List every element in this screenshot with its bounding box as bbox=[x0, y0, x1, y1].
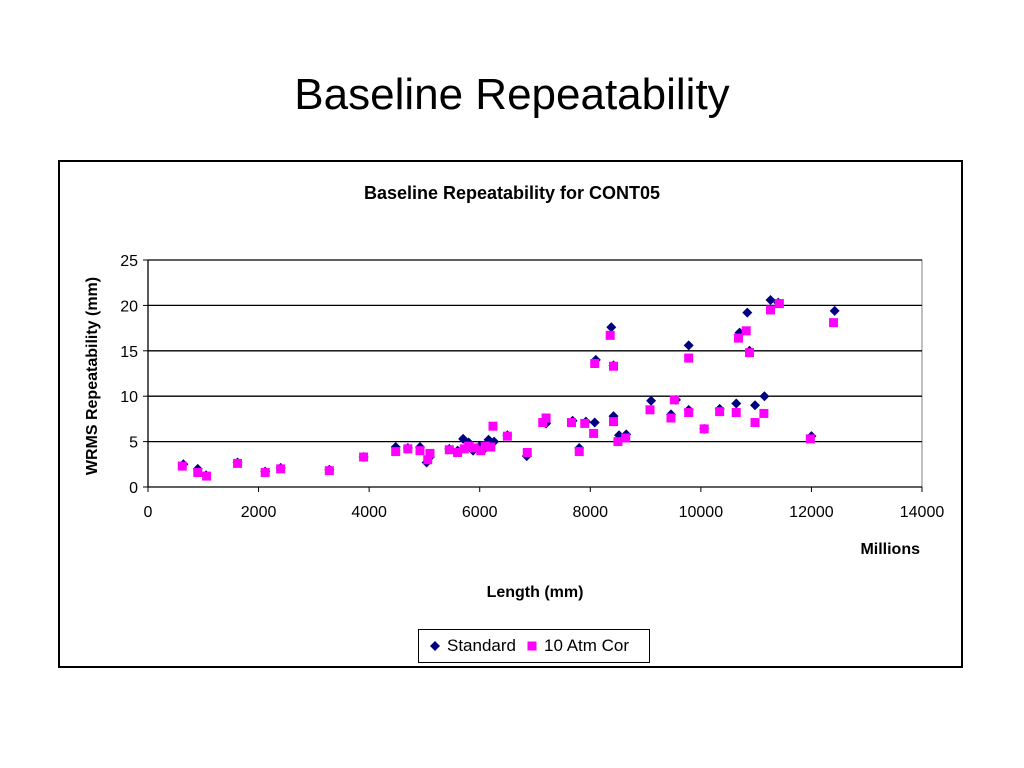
data-point-atm-cor bbox=[609, 361, 619, 371]
data-point-atm-cor bbox=[403, 444, 413, 454]
chart-legend: Standard 10 Atm Cor bbox=[418, 629, 650, 663]
y-tick-label: 25 bbox=[120, 253, 138, 270]
data-point-atm-cor bbox=[391, 447, 401, 457]
data-point-atm-cor bbox=[486, 442, 496, 452]
data-point-atm-cor bbox=[324, 466, 334, 476]
x-tick-label: 12000 bbox=[789, 504, 834, 521]
data-point-standard bbox=[750, 400, 761, 411]
data-point-atm-cor bbox=[609, 417, 619, 427]
x-tick-label: 4000 bbox=[351, 504, 387, 521]
data-point-standard bbox=[765, 294, 776, 305]
data-point-atm-cor bbox=[645, 405, 655, 415]
data-point-atm-cor bbox=[541, 413, 551, 423]
x-axis-label: Length (mm) bbox=[487, 584, 584, 601]
data-point-atm-cor bbox=[741, 326, 751, 336]
data-point-standard bbox=[606, 322, 617, 333]
data-point-atm-cor bbox=[829, 318, 839, 328]
y-tick-label: 0 bbox=[129, 480, 138, 497]
data-point-atm-cor bbox=[522, 447, 532, 457]
data-point-standard bbox=[759, 391, 770, 402]
diamond-marker-icon bbox=[430, 641, 440, 651]
data-point-atm-cor bbox=[731, 408, 741, 418]
data-point-atm-cor bbox=[415, 446, 425, 456]
legend-label-atm-cor: 10 Atm Cor bbox=[544, 636, 630, 655]
data-point-atm-cor bbox=[538, 418, 548, 428]
gridlines bbox=[147, 259, 923, 488]
data-point-atm-cor bbox=[276, 464, 286, 474]
data-points bbox=[177, 294, 840, 481]
data-point-atm-cor bbox=[444, 445, 454, 455]
data-point-atm-cor bbox=[590, 359, 600, 369]
legend-label-standard: Standard bbox=[447, 636, 516, 655]
data-point-atm-cor bbox=[464, 441, 474, 451]
data-point-atm-cor bbox=[233, 458, 243, 468]
data-point-atm-cor bbox=[425, 448, 435, 458]
data-point-standard bbox=[589, 417, 600, 428]
data-point-atm-cor bbox=[193, 467, 203, 477]
data-point-atm-cor bbox=[766, 305, 776, 315]
data-point-atm-cor bbox=[574, 447, 584, 457]
chart-frame bbox=[58, 160, 963, 668]
data-point-atm-cor bbox=[759, 408, 769, 418]
data-point-atm-cor bbox=[476, 446, 486, 456]
chart-title: Baseline Repeatability for CONT05 bbox=[363, 183, 661, 203]
x-tick-label: 10000 bbox=[679, 504, 724, 521]
y-tick-label: 10 bbox=[120, 389, 138, 406]
data-point-atm-cor bbox=[666, 413, 676, 423]
data-point-standard bbox=[829, 305, 840, 316]
data-point-atm-cor bbox=[733, 333, 743, 343]
y-tick-label: 20 bbox=[120, 298, 138, 315]
data-point-atm-cor bbox=[202, 471, 212, 481]
data-point-standard bbox=[742, 307, 753, 318]
data-point-standard bbox=[683, 340, 694, 351]
axes bbox=[143, 259, 923, 492]
data-point-standard bbox=[646, 395, 657, 406]
data-point-atm-cor bbox=[480, 441, 490, 451]
legend-entry-atm-cor: 10 Atm Cor bbox=[526, 636, 629, 656]
data-point-atm-cor bbox=[745, 348, 755, 358]
data-point-atm-cor bbox=[260, 467, 270, 477]
data-point-atm-cor bbox=[580, 418, 590, 428]
data-point-atm-cor bbox=[613, 437, 623, 447]
y-axis-label: WRMS Repeatability (mm) bbox=[84, 277, 101, 475]
data-point-atm-cor bbox=[621, 433, 631, 443]
data-point-atm-cor bbox=[684, 408, 694, 418]
x-tick-label: 6000 bbox=[462, 504, 498, 521]
data-point-atm-cor bbox=[502, 431, 512, 441]
y-tick-label: 5 bbox=[129, 435, 138, 452]
x-tick-label: 0 bbox=[144, 504, 153, 521]
data-point-standard bbox=[731, 398, 742, 409]
legend-entry-standard: Standard bbox=[429, 636, 516, 656]
y-tick-label: 15 bbox=[120, 344, 138, 361]
tick-labels: 0 5 10 15 20 25 0 2000 4000 6000 8000 10000 12000 140… bbox=[120, 253, 944, 521]
data-point-atm-cor bbox=[469, 443, 479, 453]
x-tick-label: 8000 bbox=[572, 504, 608, 521]
x-tick-label: 14000 bbox=[900, 504, 945, 521]
data-point-atm-cor bbox=[805, 434, 815, 444]
plot-area bbox=[147, 259, 923, 488]
data-point-atm-cor bbox=[359, 452, 369, 462]
data-point-atm-cor bbox=[684, 353, 694, 363]
data-point-atm-cor bbox=[589, 428, 599, 438]
data-point-atm-cor bbox=[453, 447, 463, 457]
data-point-atm-cor bbox=[488, 421, 498, 431]
data-point-atm-cor bbox=[669, 395, 679, 405]
data-point-atm-cor bbox=[177, 461, 187, 471]
square-marker-icon bbox=[527, 641, 537, 651]
data-point-atm-cor bbox=[774, 299, 784, 309]
data-point-atm-cor bbox=[699, 424, 709, 434]
x-tick-label: 2000 bbox=[241, 504, 277, 521]
slide-title: Baseline Repeatability bbox=[294, 70, 730, 119]
data-point-atm-cor bbox=[566, 418, 576, 428]
x-axis-unit-label: Millions bbox=[860, 541, 920, 558]
data-point-atm-cor bbox=[715, 407, 725, 417]
data-point-atm-cor bbox=[605, 330, 615, 340]
data-point-atm-cor bbox=[750, 418, 760, 428]
data-point-atm-cor bbox=[423, 455, 433, 465]
